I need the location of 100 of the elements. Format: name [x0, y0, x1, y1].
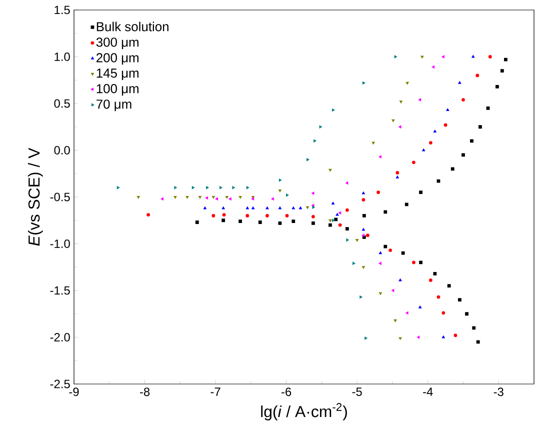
point [212, 196, 215, 199]
point [278, 206, 282, 210]
legend-label: 300 μm [96, 38, 138, 50]
point [362, 192, 365, 194]
point [328, 219, 332, 222]
point [205, 196, 208, 200]
legend-label: Bulk solution [96, 22, 168, 32]
point [462, 153, 465, 157]
point [362, 198, 366, 202]
point [472, 55, 475, 58]
x-tick-label: -9 [69, 388, 79, 396]
point [392, 119, 395, 122]
point [328, 223, 332, 227]
y-tick-label: -0.5 [50, 192, 70, 202]
point [378, 292, 382, 295]
point [433, 272, 437, 276]
point [486, 106, 490, 110]
point [285, 214, 289, 218]
point [345, 227, 349, 230]
point [436, 295, 440, 299]
legend-label: 145 μm [96, 68, 138, 80]
point [447, 284, 451, 288]
point [384, 210, 388, 214]
point [418, 306, 422, 308]
point [476, 74, 480, 78]
point [286, 194, 289, 197]
point [332, 218, 335, 222]
point [396, 176, 399, 178]
point [418, 98, 422, 102]
point [352, 262, 356, 265]
point [246, 206, 249, 210]
point [160, 197, 164, 200]
point [412, 160, 416, 164]
x-tick-label: -5 [352, 388, 362, 396]
point [222, 218, 226, 222]
point [372, 142, 375, 144]
point [428, 141, 432, 144]
x-tick-label: -7 [210, 388, 220, 396]
y-tick-label: 0.0 [54, 146, 70, 154]
point [222, 213, 226, 216]
point [433, 130, 436, 133]
point [419, 190, 422, 194]
point [450, 167, 454, 171]
point [232, 186, 235, 190]
point [500, 69, 504, 72]
legend-label: 70 μm [96, 100, 132, 112]
point [458, 81, 462, 84]
point [406, 82, 409, 85]
point [422, 148, 426, 152]
point [146, 213, 150, 216]
point [314, 139, 316, 142]
point [442, 311, 446, 315]
point [462, 98, 465, 102]
point [238, 220, 242, 224]
point [278, 178, 282, 182]
point [225, 196, 228, 199]
point [266, 214, 269, 218]
point [174, 186, 177, 190]
x-tick-label: -3 [494, 388, 504, 396]
point [406, 311, 408, 314]
point [238, 196, 242, 199]
point [394, 319, 397, 322]
x-tick-label: -4 [423, 388, 433, 396]
point [319, 125, 322, 128]
point [454, 334, 458, 338]
point [364, 336, 368, 340]
point [198, 196, 202, 199]
point [478, 125, 482, 129]
point [246, 214, 250, 218]
point [496, 84, 499, 88]
point [174, 196, 177, 199]
point [436, 179, 440, 183]
point [465, 312, 468, 316]
point [428, 278, 432, 282]
point [252, 206, 255, 210]
point [444, 123, 448, 127]
point [442, 336, 445, 338]
point [312, 221, 315, 225]
x-tick-label: -6 [282, 388, 292, 396]
point [362, 228, 365, 231]
y-tick-label: -1.5 [50, 286, 70, 295]
point [206, 186, 209, 190]
point [271, 197, 274, 200]
point [192, 186, 195, 190]
point [412, 260, 416, 264]
point [345, 208, 349, 212]
y-tick-label: 1.0 [54, 52, 70, 61]
point [278, 221, 282, 225]
point [394, 55, 397, 58]
point [458, 298, 462, 302]
point [378, 251, 382, 254]
point [416, 336, 420, 339]
point [222, 206, 225, 210]
point [360, 296, 362, 299]
point [219, 186, 222, 190]
point [306, 206, 310, 209]
legend-label: 200 μm [96, 53, 138, 65]
point [116, 186, 120, 190]
point [366, 234, 370, 238]
point [336, 213, 339, 216]
